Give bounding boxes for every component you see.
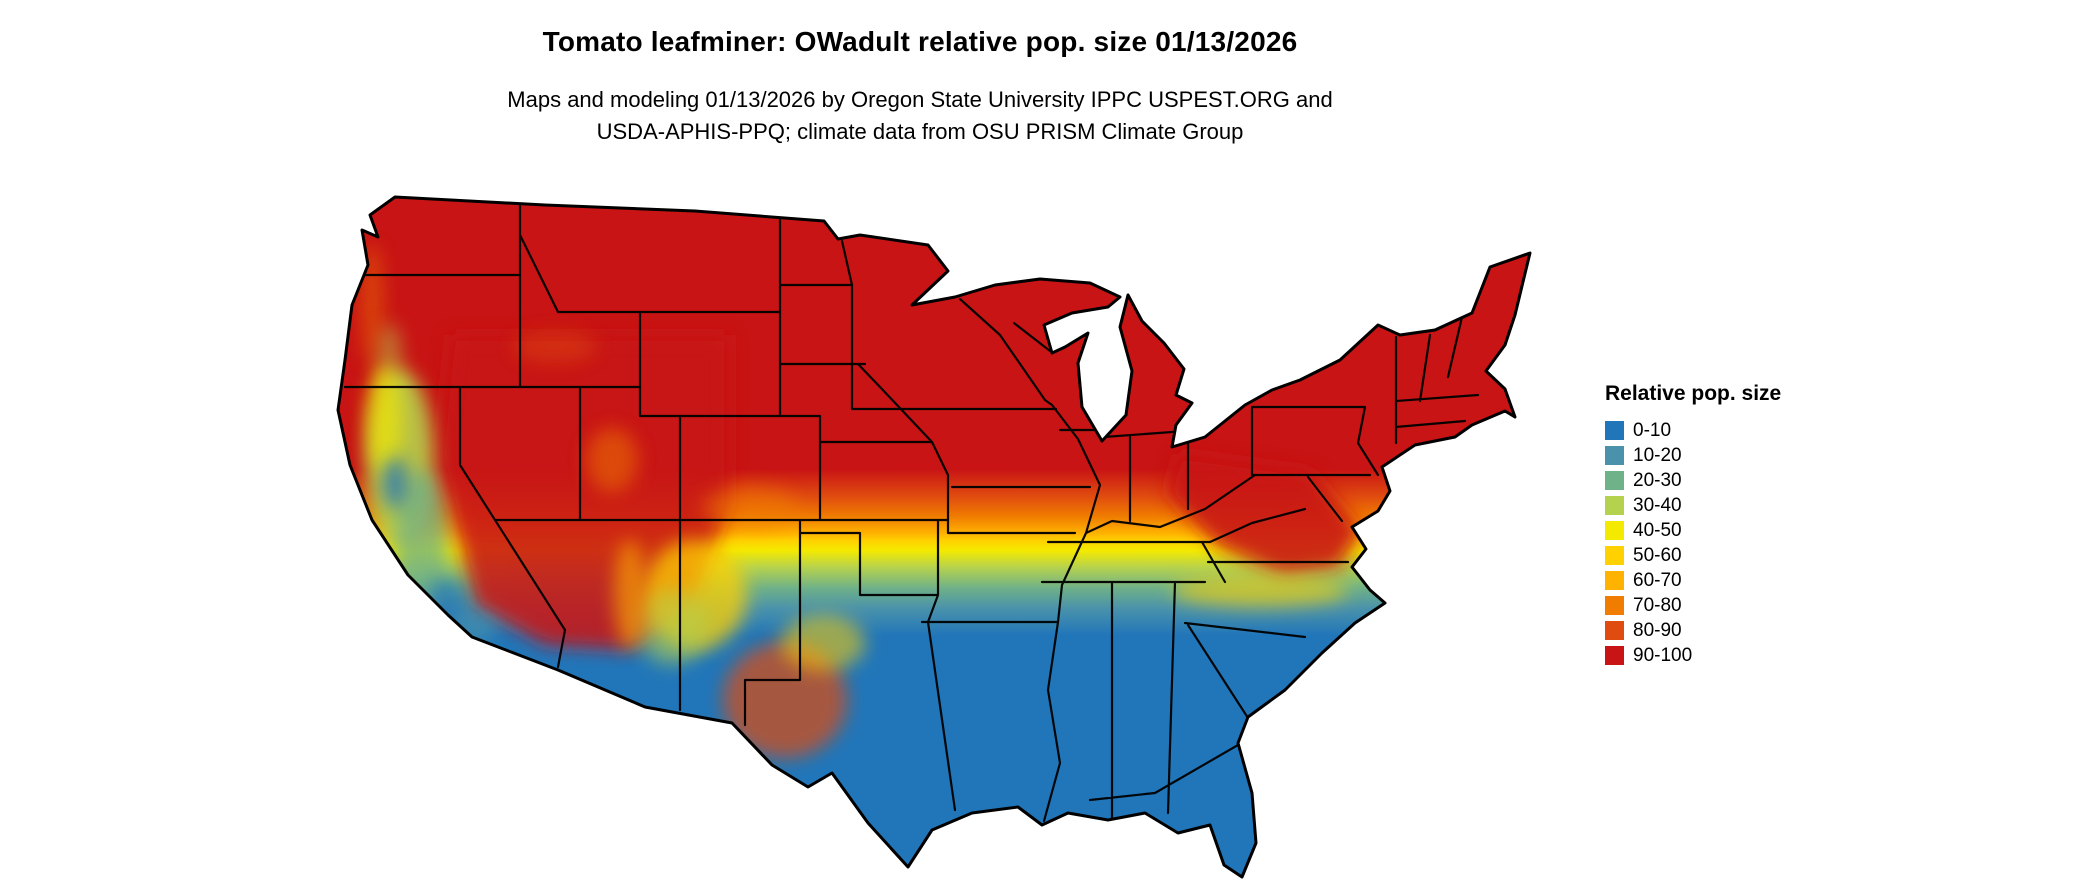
- legend-label: 20-30: [1633, 469, 1682, 491]
- legend-item: 50-60: [1605, 543, 1781, 568]
- page-title: Tomato leafminer: OWadult relative pop. …: [542, 26, 1298, 57]
- legend-item: 40-50: [1605, 518, 1781, 543]
- legend-label: 40-50: [1633, 519, 1682, 541]
- map-subtitle-line2: USDA-APHIS-PPQ; climate data from OSU PR…: [596, 119, 1244, 144]
- map-subtitle: Maps and modeling 01/13/2026 by Oregon S…: [0, 84, 1840, 148]
- us-map: [300, 175, 1560, 880]
- legend-item: 80-90: [1605, 618, 1781, 643]
- legend-label: 90-100: [1633, 644, 1693, 666]
- legend-swatch: [1605, 596, 1624, 615]
- legend-swatch: [1605, 496, 1624, 515]
- legend: Relative pop. size 0-10 10-20 20-30 30-4…: [1605, 382, 1781, 668]
- map-subtitle-line1: Maps and modeling 01/13/2026 by Oregon S…: [507, 87, 1333, 112]
- legend-swatch: [1605, 646, 1624, 665]
- legend-label: 30-40: [1633, 494, 1682, 516]
- legend-title: Relative pop. size: [1605, 382, 1782, 405]
- legend-swatch: [1605, 471, 1624, 490]
- legend-item: 30-40: [1605, 493, 1781, 518]
- legend-label: 10-20: [1633, 444, 1682, 466]
- legend-swatch: [1605, 521, 1624, 540]
- legend-item: 10-20: [1605, 443, 1781, 468]
- legend-item: 0-10: [1605, 418, 1781, 443]
- legend-label: 50-60: [1633, 544, 1682, 566]
- legend-swatch: [1605, 571, 1624, 590]
- us-map-svg: [336, 195, 1532, 879]
- legend-swatch: [1605, 546, 1624, 565]
- map-header: Tomato leafminer: OWadult relative pop. …: [0, 26, 1840, 148]
- legend-label: 60-70: [1633, 569, 1682, 591]
- legend-item: 60-70: [1605, 568, 1781, 593]
- legend-label: 80-90: [1633, 619, 1682, 641]
- legend-item: 90-100: [1605, 643, 1781, 668]
- legend-item: 70-80: [1605, 593, 1781, 618]
- legend-label: 70-80: [1633, 594, 1682, 616]
- legend-swatch: [1605, 421, 1624, 440]
- legend-item: 20-30: [1605, 468, 1781, 493]
- legend-swatch: [1605, 446, 1624, 465]
- state-borders: [343, 203, 1480, 825]
- legend-label: 0-10: [1633, 419, 1672, 441]
- legend-swatch: [1605, 621, 1624, 640]
